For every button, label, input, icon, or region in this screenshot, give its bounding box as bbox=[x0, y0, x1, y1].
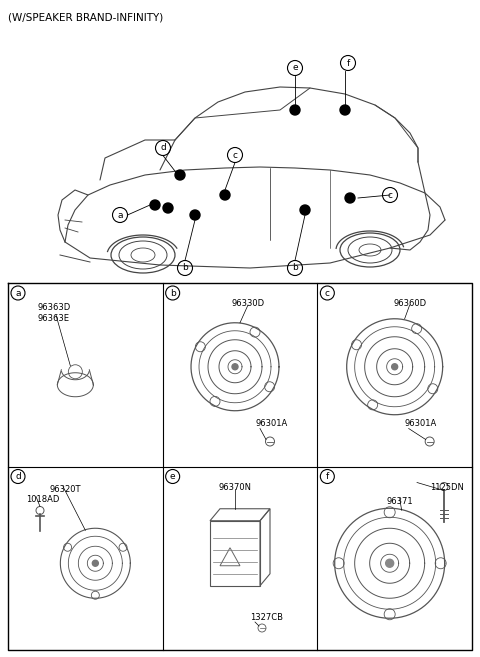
Text: 96301A: 96301A bbox=[255, 420, 287, 428]
Circle shape bbox=[290, 105, 300, 115]
Circle shape bbox=[392, 364, 397, 370]
Text: 96371: 96371 bbox=[386, 497, 413, 505]
Text: 96360D: 96360D bbox=[393, 299, 426, 308]
Circle shape bbox=[300, 205, 310, 215]
Text: 1327CB: 1327CB bbox=[250, 613, 283, 622]
Text: 96320T: 96320T bbox=[50, 484, 82, 493]
Text: f: f bbox=[326, 472, 329, 481]
Circle shape bbox=[220, 190, 230, 200]
Text: a: a bbox=[15, 288, 21, 298]
Text: c: c bbox=[325, 288, 330, 298]
Text: c: c bbox=[387, 191, 393, 200]
Circle shape bbox=[163, 203, 173, 213]
Circle shape bbox=[190, 210, 200, 220]
Text: b: b bbox=[170, 288, 176, 298]
Circle shape bbox=[385, 559, 394, 567]
Text: 96330D: 96330D bbox=[231, 299, 264, 308]
Text: 96370N: 96370N bbox=[218, 482, 252, 491]
Circle shape bbox=[232, 364, 238, 370]
Text: 1018AD: 1018AD bbox=[26, 495, 60, 503]
Text: a: a bbox=[117, 210, 123, 219]
Circle shape bbox=[175, 170, 185, 180]
Circle shape bbox=[150, 200, 160, 210]
Text: f: f bbox=[347, 58, 349, 68]
Text: b: b bbox=[292, 263, 298, 273]
Text: 96363E: 96363E bbox=[38, 314, 70, 323]
Text: e: e bbox=[292, 64, 298, 72]
Text: (W/SPEAKER BRAND-INFINITY): (W/SPEAKER BRAND-INFINITY) bbox=[8, 12, 163, 22]
Circle shape bbox=[92, 560, 98, 566]
Text: 96301A: 96301A bbox=[405, 420, 437, 428]
Text: b: b bbox=[182, 263, 188, 273]
Text: 96363D: 96363D bbox=[38, 303, 71, 312]
Text: d: d bbox=[15, 472, 21, 481]
Text: e: e bbox=[170, 472, 176, 481]
Text: 1125DN: 1125DN bbox=[430, 482, 464, 491]
Text: c: c bbox=[232, 150, 238, 160]
Circle shape bbox=[340, 105, 350, 115]
Circle shape bbox=[345, 193, 355, 203]
Text: d: d bbox=[160, 143, 166, 152]
